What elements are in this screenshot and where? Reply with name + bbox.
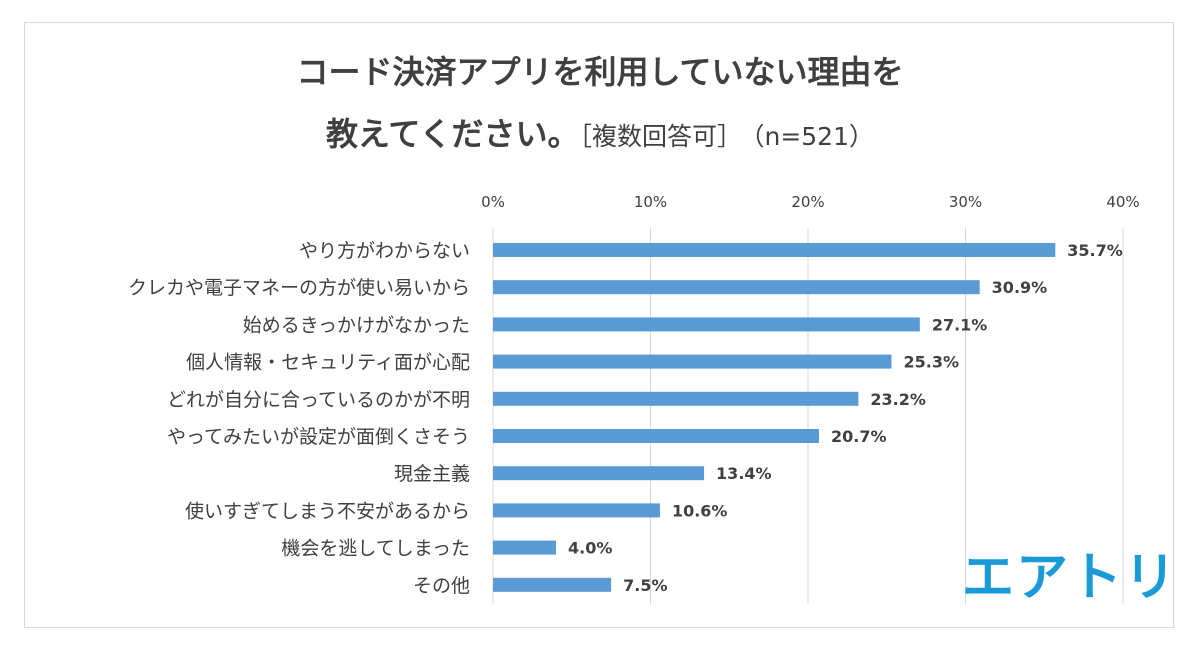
value-label: 10.6% (672, 501, 728, 520)
value-label: 7.5% (623, 576, 667, 595)
value-label: 4.0% (568, 539, 612, 558)
category-label: 現金主義 (394, 463, 470, 485)
x-tick-label: 10% (634, 193, 667, 211)
value-label: 35.7% (1067, 241, 1123, 260)
chart-title-line1: コード決済アプリを利用していない理由を (296, 53, 904, 91)
bar (493, 391, 859, 406)
multiple-answer-note: ［複数回答可］ (579, 122, 742, 151)
value-label: 25.3% (903, 353, 959, 372)
bar (493, 317, 920, 332)
category-label: その他 (413, 575, 470, 597)
value-label: 20.7% (831, 427, 887, 446)
bar (493, 577, 612, 592)
value-label: 13.4% (716, 464, 772, 483)
x-tick-label: 30% (949, 193, 982, 211)
sample-size-note: （n=521） (751, 122, 874, 151)
value-label: 30.9% (992, 278, 1048, 297)
category-label: クレカや電子マネーの方が使い易いから (128, 277, 470, 299)
bar (493, 243, 1056, 257)
x-tick-label: 0% (481, 193, 505, 211)
bar (493, 503, 660, 518)
value-label: 27.1% (932, 315, 988, 334)
x-tick-label: 40% (1106, 193, 1139, 211)
category-label: やってみたいが設定が面倒くさそう (167, 426, 470, 448)
category-label: 個人情報・セキュリティ面が心配 (186, 352, 470, 374)
bar (493, 280, 980, 295)
value-label: 23.2% (870, 390, 926, 409)
x-tick-label: 20% (791, 193, 824, 211)
chart-title-second-line: 教えてください。［複数回答可］ （n=521） (0, 114, 1200, 157)
chart-title: コード決済アプリを利用していない理由を (0, 52, 1200, 92)
category-label: どれが自分に合っているのかが不明 (167, 389, 470, 411)
category-label: 使いすぎてしまう不安があるから (185, 500, 470, 522)
category-label: やり方がわからない (299, 240, 470, 262)
bar (493, 429, 820, 443)
bar (493, 466, 705, 481)
category-label: 始めるきっかけがなかった (243, 314, 470, 336)
category-label: 機会を逃してしまった (281, 538, 470, 560)
bar (493, 540, 556, 555)
bar (493, 354, 892, 369)
brand-logo: エアトリ (962, 548, 1179, 608)
chart-title-line2: 教えてください。 (326, 115, 580, 153)
